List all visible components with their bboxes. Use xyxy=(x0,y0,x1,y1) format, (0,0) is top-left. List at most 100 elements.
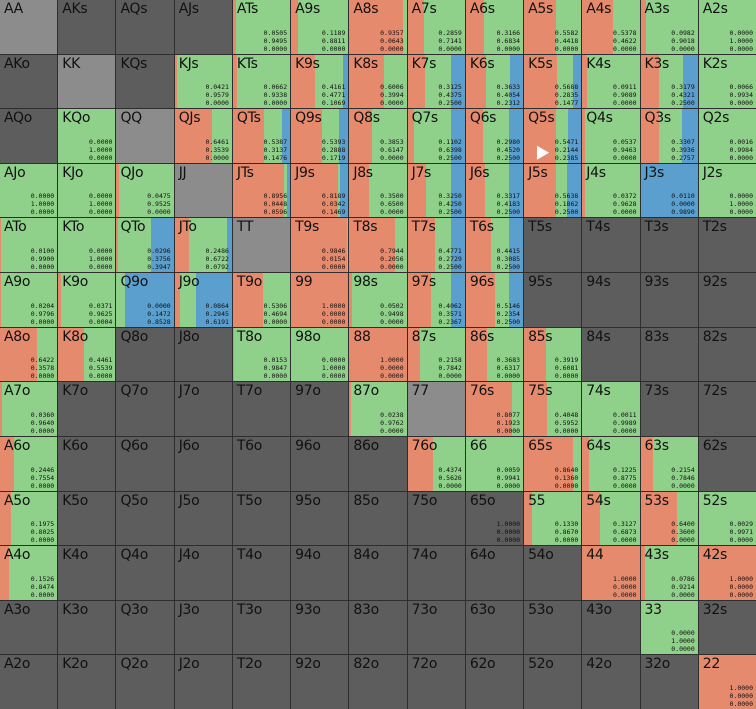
hand-cell-Q6o[interactable]: Q6o xyxy=(116,436,174,491)
hand-cell-JTo[interactable]: 0.2486 0.6722 0.0792 JTo xyxy=(174,218,232,273)
hand-cell-T7s[interactable]: 0.4771 0.2729 0.2500 T7s xyxy=(407,218,465,273)
hand-cell-97o[interactable]: 97o xyxy=(291,382,349,436)
hand-cell-Q3o[interactable]: Q3o xyxy=(116,600,174,655)
hand-cell-A9s[interactable]: 0.1189 0.8811 0.0000 A9s xyxy=(291,0,349,54)
hand-cell-J9s[interactable]: 0.8189 0.0342 0.1469 J9s xyxy=(291,163,349,218)
hand-cell-JJ[interactable]: JJ xyxy=(174,163,232,218)
hand-cell-44[interactable]: 1.0000 0.0000 0.0000 44 xyxy=(582,546,640,600)
hand-cell-87s[interactable]: 0.2158 0.7842 0.0000 87s xyxy=(407,327,465,382)
hand-cell-84s[interactable]: 84s xyxy=(582,327,640,382)
hand-cell-AQo[interactable]: AQo xyxy=(0,109,58,163)
hand-cell-J8o[interactable]: J8o xyxy=(174,327,232,382)
hand-cell-K3o[interactable]: K3o xyxy=(58,600,116,655)
hand-cell-55[interactable]: 0.1330 0.8670 0.0000 55 xyxy=(524,491,582,546)
hand-cell-K3s[interactable]: 0.3179 0.4321 0.2500 K3s xyxy=(640,54,698,109)
hand-cell-88[interactable]: 1.0000 0.0000 0.0000 88 xyxy=(349,327,407,382)
hand-cell-Q5s[interactable]: 0.5471 0.2144 0.2385 Q5s xyxy=(524,109,582,163)
hand-cell-K2s[interactable]: 0.0066 0.9934 0.0000 K2s xyxy=(698,54,756,109)
hand-cell-K7o[interactable]: K7o xyxy=(58,382,116,436)
hand-cell-64s[interactable]: 0.1225 0.8775 0.0000 64s xyxy=(582,436,640,491)
hand-cell-65o[interactable]: 1.0000 0.0000 0.0000 65o xyxy=(465,491,524,546)
hand-cell-65s[interactable]: 0.8640 0.1360 0.0000 65s xyxy=(524,436,582,491)
hand-cell-T5o[interactable]: T5o xyxy=(232,491,291,546)
hand-cell-KK[interactable]: KK xyxy=(58,54,116,109)
hand-cell-KQo[interactable]: 0.0000 1.0000 0.0000 KQo xyxy=(58,109,116,163)
hand-cell-62o[interactable]: 62o xyxy=(465,655,524,709)
hand-cell-63s[interactable]: 0.2154 0.7846 0.0000 63s xyxy=(640,436,698,491)
hand-cell-74s[interactable]: 0.0011 0.9989 0.0000 74s xyxy=(582,382,640,436)
hand-cell-85s[interactable]: 0.3919 0.6081 0.0000 85s xyxy=(524,327,582,382)
hand-cell-K7s[interactable]: 0.3125 0.4375 0.2500 K7s xyxy=(407,54,465,109)
hand-cell-AKo[interactable]: AKo xyxy=(0,54,58,109)
hand-cell-66[interactable]: 0.0059 0.9941 0.0000 66 xyxy=(465,436,524,491)
hand-cell-K8o[interactable]: 0.4461 0.5539 0.0000 K8o xyxy=(58,327,116,382)
hand-cell-64o[interactable]: 64o xyxy=(465,546,524,600)
hand-cell-T6o[interactable]: T6o xyxy=(232,436,291,491)
hand-cell-Q9o[interactable]: 0.0000 0.1472 0.8528 Q9o xyxy=(116,273,174,327)
hand-cell-83s[interactable]: 83s xyxy=(640,327,698,382)
hand-cell-54s[interactable]: 0.3127 0.6873 0.0000 54s xyxy=(582,491,640,546)
hand-cell-84o[interactable]: 84o xyxy=(349,546,407,600)
hand-cell-ATo[interactable]: 0.0100 0.9900 0.0000 ATo xyxy=(0,218,58,273)
hand-cell-QQ[interactable]: QQ xyxy=(116,109,174,163)
hand-cell-A4s[interactable]: 0.5378 0.4622 0.0000 A4s xyxy=(582,0,640,54)
hand-cell-A3o[interactable]: A3o xyxy=(0,600,58,655)
hand-cell-Q2o[interactable]: Q2o xyxy=(116,655,174,709)
hand-cell-A5o[interactable]: 0.1975 0.8025 0.0000 A5o xyxy=(0,491,58,546)
hand-cell-T7o[interactable]: T7o xyxy=(232,382,291,436)
hand-cell-43s[interactable]: 0.0786 0.9214 0.0000 43s xyxy=(640,546,698,600)
hand-cell-KTs[interactable]: 0.0662 0.9338 0.0000 KTs xyxy=(232,54,291,109)
hand-cell-T6s[interactable]: 0.4415 0.3085 0.2500 T6s xyxy=(465,218,524,273)
hand-cell-T4s[interactable]: T4s xyxy=(582,218,640,273)
hand-cell-94s[interactable]: 94s xyxy=(582,273,640,327)
hand-cell-JTs[interactable]: 0.8956 0.0448 0.0596 JTs xyxy=(232,163,291,218)
hand-cell-99[interactable]: 1.0000 0.0000 0.0000 99 xyxy=(291,273,349,327)
hand-cell-Q5o[interactable]: Q5o xyxy=(116,491,174,546)
hand-cell-76o[interactable]: 0.4374 0.5626 0.0000 76o xyxy=(407,436,465,491)
hand-cell-T9s[interactable]: 0.9846 0.0154 0.0000 T9s xyxy=(291,218,349,273)
hand-cell-J3o[interactable]: J3o xyxy=(174,600,232,655)
hand-cell-53o[interactable]: 53o xyxy=(524,600,582,655)
hand-cell-86o[interactable]: 86o xyxy=(349,436,407,491)
hand-cell-A2s[interactable]: 0.0000 1.0000 0.0000 A2s xyxy=(698,0,756,54)
hand-cell-J6o[interactable]: J6o xyxy=(174,436,232,491)
hand-cell-QJo[interactable]: 0.0475 0.9525 0.0000 QJo xyxy=(116,163,174,218)
hand-cell-52o[interactable]: 52o xyxy=(524,655,582,709)
hand-cell-J5s[interactable]: 0.5638 0.1862 0.2500 J5s xyxy=(524,163,582,218)
hand-cell-J9o[interactable]: 0.0864 0.2945 0.6191 J9o xyxy=(174,273,232,327)
hand-cell-T3o[interactable]: T3o xyxy=(232,600,291,655)
hand-cell-QTo[interactable]: 0.0296 0.3756 0.3947 QTo xyxy=(116,218,174,273)
hand-cell-52s[interactable]: 0.0029 0.9971 0.0000 52s xyxy=(698,491,756,546)
hand-cell-A5s[interactable]: 0.5582 0.4418 0.0000 A5s xyxy=(524,0,582,54)
hand-cell-33[interactable]: 0.0000 1.0000 0.0000 33 xyxy=(640,600,698,655)
hand-cell-96s[interactable]: 0.5146 0.2354 0.2500 96s xyxy=(465,273,524,327)
hand-cell-92s[interactable]: 92s xyxy=(698,273,756,327)
hand-cell-Q8o[interactable]: Q8o xyxy=(116,327,174,382)
hand-cell-A7s[interactable]: 0.2859 0.7141 0.0000 A7s xyxy=(407,0,465,54)
hand-cell-Q7o[interactable]: Q7o xyxy=(116,382,174,436)
hand-cell-98s[interactable]: 0.0502 0.9498 0.0000 98s xyxy=(349,273,407,327)
hand-cell-AQs[interactable]: AQs xyxy=(116,0,174,54)
hand-cell-J8s[interactable]: 0.3500 0.6500 0.0000 J8s xyxy=(349,163,407,218)
hand-cell-Q3s[interactable]: 0.3307 0.3936 0.2757 Q3s xyxy=(640,109,698,163)
hand-cell-A7o[interactable]: 0.0360 0.9640 0.0000 A7o xyxy=(0,382,58,436)
hand-cell-K6s[interactable]: 0.3633 0.4054 0.2312 K6s xyxy=(465,54,524,109)
hand-cell-A2o[interactable]: A2o xyxy=(0,655,58,709)
hand-cell-KTo[interactable]: 0.0000 1.0000 0.0000 KTo xyxy=(58,218,116,273)
hand-cell-KJo[interactable]: 0.0000 1.0000 0.0000 KJo xyxy=(58,163,116,218)
hand-cell-93s[interactable]: 93s xyxy=(640,273,698,327)
hand-cell-A4o[interactable]: 0.1526 0.8474 0.0000 A4o xyxy=(0,546,58,600)
hand-cell-98o[interactable]: 0.0000 1.0000 0.0000 98o xyxy=(291,327,349,382)
hand-cell-Q2s[interactable]: 0.0016 0.9984 0.0000 Q2s xyxy=(698,109,756,163)
hand-cell-54o[interactable]: 54o xyxy=(524,546,582,600)
hand-cell-Q6s[interactable]: 0.2980 0.4520 0.2500 Q6s xyxy=(465,109,524,163)
hand-cell-A6o[interactable]: 0.2446 0.7554 0.0000 A6o xyxy=(0,436,58,491)
hand-cell-75s[interactable]: 0.4048 0.5952 0.0000 75s xyxy=(524,382,582,436)
hand-cell-ATs[interactable]: 0.0505 0.9495 0.0000 ATs xyxy=(232,0,291,54)
hand-cell-Q8s[interactable]: 0.3853 0.6147 0.0000 Q8s xyxy=(349,109,407,163)
hand-cell-K6o[interactable]: K6o xyxy=(58,436,116,491)
hand-cell-32o[interactable]: 32o xyxy=(640,655,698,709)
hand-cell-K5o[interactable]: K5o xyxy=(58,491,116,546)
hand-cell-93o[interactable]: 93o xyxy=(291,600,349,655)
hand-cell-94o[interactable]: 94o xyxy=(291,546,349,600)
